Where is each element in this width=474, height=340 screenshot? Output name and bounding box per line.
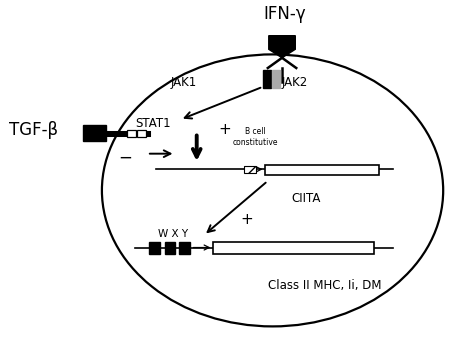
Text: STAT1: STAT1 (135, 117, 171, 130)
Text: −: − (118, 149, 133, 167)
Bar (137, 130, 146, 137)
Text: Class II MHC, Ii, DM: Class II MHC, Ii, DM (268, 279, 381, 292)
Bar (272, 70, 280, 88)
Bar (265, 165, 379, 175)
Text: +: + (240, 212, 253, 227)
Bar (213, 242, 374, 254)
Bar (149, 242, 160, 254)
Text: W X Y: W X Y (158, 229, 188, 239)
Bar (263, 70, 271, 88)
Text: TGF-β: TGF-β (9, 121, 59, 139)
Text: IFN-γ: IFN-γ (263, 5, 306, 23)
Bar (244, 166, 256, 173)
Text: JAK2: JAK2 (282, 76, 308, 89)
Bar (179, 242, 190, 254)
Polygon shape (269, 36, 295, 58)
Text: +: + (219, 122, 231, 137)
Text: B cell
constitutive: B cell constitutive (232, 128, 278, 147)
Bar (83, 125, 106, 141)
Bar (127, 130, 136, 137)
Text: CIITA: CIITA (292, 192, 321, 205)
Bar (165, 242, 175, 254)
Text: JAK1: JAK1 (171, 76, 197, 89)
